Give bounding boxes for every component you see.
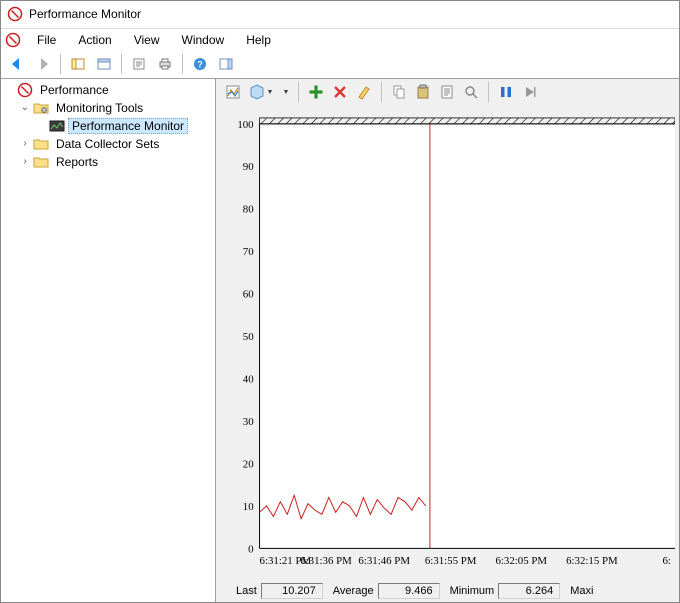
window-title: Performance Monitor bbox=[29, 7, 141, 21]
toolbar-sep bbox=[182, 54, 183, 74]
stat-last-label: Last bbox=[236, 585, 257, 597]
expand-icon bbox=[3, 84, 15, 96]
svg-text:10: 10 bbox=[243, 501, 254, 513]
show-hide-tree-button[interactable] bbox=[66, 52, 90, 76]
dropdown-button[interactable]: ▼ bbox=[278, 81, 292, 103]
menu-view[interactable]: View bbox=[124, 31, 170, 49]
svg-text:6:32:15 PM: 6:32:15 PM bbox=[566, 555, 618, 567]
content-pane: ▼ ▼ 10090807060504030201006:31:21 PM6:31… bbox=[216, 79, 679, 602]
copy-button[interactable] bbox=[388, 81, 410, 103]
forward-button[interactable] bbox=[31, 52, 55, 76]
tree-node-monitoring-tools[interactable]: ⌄ Monitoring Tools bbox=[17, 99, 215, 117]
toolbar-sep bbox=[488, 82, 489, 102]
line-chart: 10090807060504030201006:31:21 PM6:31:36 … bbox=[220, 114, 675, 580]
stat-minimum-value: 6.264 bbox=[498, 583, 560, 599]
svg-text:40: 40 bbox=[243, 374, 254, 386]
change-graph-type-button[interactable]: ▼ bbox=[246, 81, 276, 103]
svg-text:6:32:05 PM: 6:32:05 PM bbox=[495, 555, 547, 567]
export-button[interactable] bbox=[127, 52, 151, 76]
svg-text:?: ? bbox=[197, 60, 203, 70]
tree-node-data-collector-sets[interactable]: › Data Collector Sets bbox=[17, 135, 215, 153]
toolbar-sep bbox=[60, 54, 61, 74]
expand-icon[interactable]: › bbox=[19, 156, 31, 168]
tree-label: Reports bbox=[52, 154, 102, 170]
menu-file[interactable]: File bbox=[27, 31, 66, 49]
menu-window[interactable]: Window bbox=[172, 31, 235, 49]
toolbar-sep bbox=[121, 54, 122, 74]
print-button[interactable] bbox=[153, 52, 177, 76]
tree-label: Data Collector Sets bbox=[52, 136, 163, 152]
svg-text:90: 90 bbox=[243, 162, 254, 174]
svg-text:70: 70 bbox=[243, 246, 254, 258]
stat-average-value: 9.466 bbox=[378, 583, 440, 599]
expand-icon[interactable]: › bbox=[19, 138, 31, 150]
expand-spacer bbox=[35, 120, 47, 132]
svg-text:6:31:46 PM: 6:31:46 PM bbox=[358, 555, 410, 567]
menubar: File Action View Window Help bbox=[1, 29, 679, 51]
perfmon-window: Performance Monitor File Action View Win… bbox=[0, 0, 680, 603]
chevron-down-icon: ▼ bbox=[283, 89, 290, 96]
folder-reports-icon bbox=[33, 154, 49, 170]
folder-tools-icon bbox=[33, 100, 49, 116]
highlight-button[interactable] bbox=[353, 81, 375, 103]
svg-text:30: 30 bbox=[243, 416, 254, 428]
tree-node-reports[interactable]: › Reports bbox=[17, 153, 215, 171]
zoom-button[interactable] bbox=[460, 81, 482, 103]
body: Performance ⌄ Monitoring Tools bbox=[1, 79, 679, 602]
stat-average-label: Average bbox=[333, 585, 374, 597]
stat-maximum-label: Maxi bbox=[570, 585, 593, 597]
menu-action[interactable]: Action bbox=[68, 31, 121, 49]
svg-text:6:: 6: bbox=[662, 555, 670, 567]
chart-area: 10090807060504030201006:31:21 PM6:31:36 … bbox=[216, 106, 679, 580]
main-toolbar: ? bbox=[1, 51, 679, 79]
tree-label: Performance Monitor bbox=[68, 118, 188, 134]
paste-button[interactable] bbox=[412, 81, 434, 103]
freeze-button[interactable] bbox=[495, 81, 517, 103]
delete-counter-button[interactable] bbox=[329, 81, 351, 103]
menu-help[interactable]: Help bbox=[236, 31, 281, 49]
sysmenu-icon[interactable] bbox=[5, 32, 21, 48]
update-button[interactable] bbox=[519, 81, 541, 103]
titlebar: Performance Monitor bbox=[1, 1, 679, 29]
properties-button[interactable] bbox=[436, 81, 458, 103]
toolbar-sep bbox=[298, 82, 299, 102]
toolbar-sep bbox=[381, 82, 382, 102]
collapse-icon[interactable]: ⌄ bbox=[19, 102, 31, 114]
svg-text:20: 20 bbox=[243, 459, 254, 471]
svg-text:6:31:36 PM: 6:31:36 PM bbox=[300, 555, 352, 567]
show-action-pane-button[interactable] bbox=[214, 52, 238, 76]
app-icon bbox=[7, 6, 23, 22]
svg-text:60: 60 bbox=[243, 289, 254, 301]
new-window-button[interactable] bbox=[92, 52, 116, 76]
performance-icon bbox=[17, 82, 33, 98]
svg-text:0: 0 bbox=[248, 544, 253, 556]
svg-text:6:31:55 PM: 6:31:55 PM bbox=[425, 555, 477, 567]
chevron-down-icon: ▼ bbox=[267, 89, 274, 96]
folder-data-icon bbox=[33, 136, 49, 152]
tree-root-performance[interactable]: Performance bbox=[1, 81, 215, 99]
tree-node-performance-monitor[interactable]: Performance Monitor bbox=[33, 117, 215, 135]
stats-bar: Last 10.207 Average 9.466 Minimum 6.264 … bbox=[216, 580, 679, 602]
stat-last-value: 10.207 bbox=[261, 583, 323, 599]
add-counter-button[interactable] bbox=[305, 81, 327, 103]
svg-text:100: 100 bbox=[237, 119, 253, 131]
svg-text:50: 50 bbox=[243, 331, 254, 343]
stat-minimum-label: Minimum bbox=[450, 585, 495, 597]
help-button[interactable]: ? bbox=[188, 52, 212, 76]
tree-label: Monitoring Tools bbox=[52, 100, 147, 116]
chart-toolbar: ▼ ▼ bbox=[216, 79, 679, 107]
svg-text:80: 80 bbox=[243, 204, 254, 216]
tree-label: Performance bbox=[36, 82, 113, 98]
tree-pane: Performance ⌄ Monitoring Tools bbox=[1, 79, 216, 602]
view-graph-button[interactable] bbox=[222, 81, 244, 103]
back-button[interactable] bbox=[5, 52, 29, 76]
perfmon-icon bbox=[49, 118, 65, 134]
